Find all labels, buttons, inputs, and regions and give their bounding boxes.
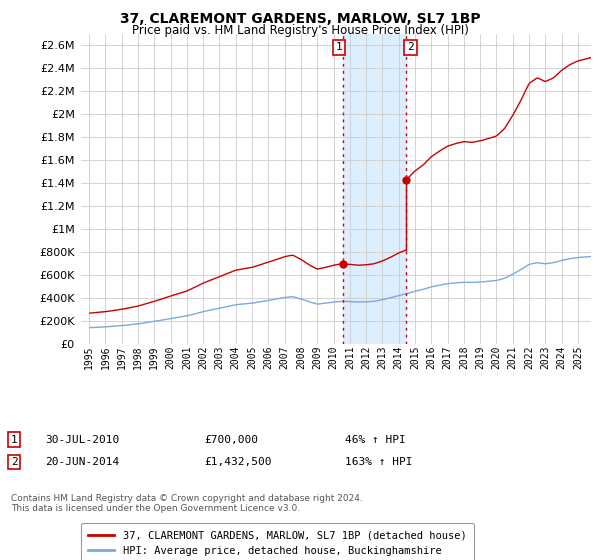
Text: 1: 1 bbox=[335, 43, 343, 53]
Text: 46% ↑ HPI: 46% ↑ HPI bbox=[345, 435, 406, 445]
Text: 163% ↑ HPI: 163% ↑ HPI bbox=[345, 457, 413, 467]
Text: £700,000: £700,000 bbox=[204, 435, 258, 445]
Text: 20-JUN-2014: 20-JUN-2014 bbox=[45, 457, 119, 467]
Text: 37, CLAREMONT GARDENS, MARLOW, SL7 1BP: 37, CLAREMONT GARDENS, MARLOW, SL7 1BP bbox=[119, 12, 481, 26]
Bar bbox=[343, 34, 406, 344]
Text: 2: 2 bbox=[11, 457, 17, 467]
Text: Contains HM Land Registry data © Crown copyright and database right 2024.
This d: Contains HM Land Registry data © Crown c… bbox=[11, 494, 362, 514]
Text: 2: 2 bbox=[407, 43, 414, 53]
Text: 30-JUL-2010: 30-JUL-2010 bbox=[45, 435, 119, 445]
Legend: 37, CLAREMONT GARDENS, MARLOW, SL7 1BP (detached house), HPI: Average price, det: 37, CLAREMONT GARDENS, MARLOW, SL7 1BP (… bbox=[81, 523, 474, 560]
Text: Price paid vs. HM Land Registry's House Price Index (HPI): Price paid vs. HM Land Registry's House … bbox=[131, 24, 469, 36]
Text: 1: 1 bbox=[11, 435, 17, 445]
Text: £1,432,500: £1,432,500 bbox=[204, 457, 271, 467]
